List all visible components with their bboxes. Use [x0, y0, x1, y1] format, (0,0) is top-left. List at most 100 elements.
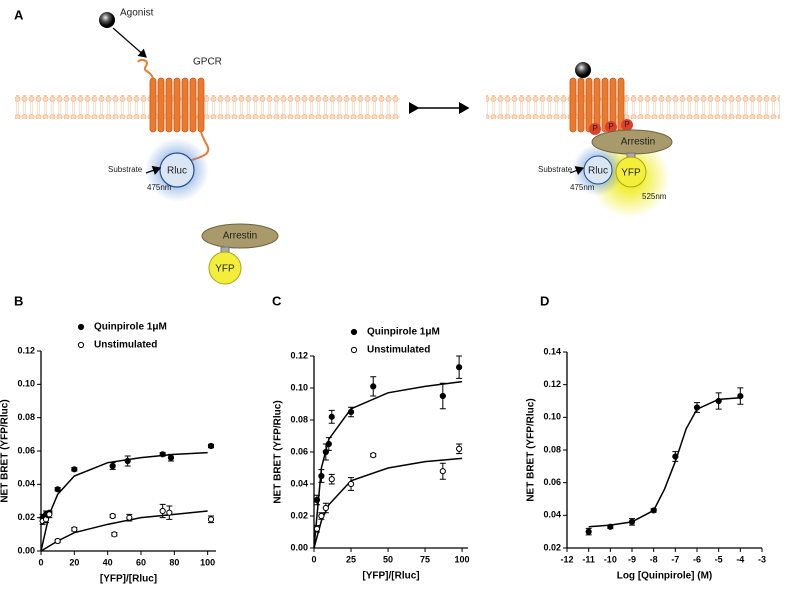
data-point: [439, 392, 446, 400]
x-tick-label: 100: [200, 557, 215, 567]
x-axis-label: [YFP]/[Rluc]: [362, 571, 419, 582]
x-axis-label: Log [Quinpirole] (M): [617, 571, 713, 582]
label: P: [624, 120, 629, 129]
fit-curve: [588, 396, 741, 528]
data-point: [322, 504, 329, 512]
x-tick-label: 75: [420, 554, 430, 564]
data-point: [46, 511, 53, 518]
x-tick-label: -11: [582, 554, 595, 564]
x-tick-label: -10: [604, 554, 617, 564]
data-point: [607, 523, 614, 530]
panel-label: B: [14, 293, 23, 308]
label: 525nm: [642, 192, 667, 201]
y-tick-label: 0.04: [290, 478, 308, 488]
data-point: [207, 516, 215, 523]
data-point: [456, 445, 463, 452]
data-point: [313, 496, 321, 504]
data-point: [124, 457, 131, 465]
x-axis-label: [YFP]/[Rluc]: [100, 574, 157, 585]
y-tick-label: 0.06: [543, 477, 561, 487]
y-tick-label: 0.12: [543, 379, 561, 389]
data-point: [456, 364, 463, 371]
label: Rluc: [588, 166, 608, 177]
x-tick-label: 60: [136, 557, 146, 567]
fit-curve: [40, 510, 208, 552]
receptor-right: [569, 77, 625, 133]
x-tick-label: 25: [346, 554, 356, 564]
y-tick-label: 0.12: [17, 345, 35, 355]
legend-marker: [350, 328, 358, 336]
data-point: [325, 440, 332, 448]
label: Arrestin: [223, 231, 257, 242]
arrow: [112, 27, 147, 58]
data-point: [328, 413, 335, 420]
data-point: [313, 525, 321, 532]
data-point: [54, 486, 61, 493]
n-terminus: [137, 58, 154, 79]
panel-label: D: [540, 293, 549, 308]
legend-marker: [350, 346, 358, 354]
fit-curve: [313, 380, 463, 549]
y-tick-label: 0.00: [290, 542, 308, 552]
y-axis-label: NET BRET (YFP/Rluc): [273, 400, 284, 503]
x-tick-label: -4: [736, 554, 744, 564]
arrow: [569, 166, 585, 176]
data-point: [71, 466, 78, 473]
y-tick-label: 0.06: [290, 446, 308, 456]
data-point: [109, 462, 116, 470]
data-point: [126, 514, 133, 521]
data-point: [650, 507, 657, 514]
y-tick-label: 0.02: [17, 512, 35, 522]
y-tick-label: 0.12: [290, 350, 308, 360]
y-tick-label: 0.06: [17, 445, 35, 455]
legend-marker: [77, 341, 85, 349]
x-tick-label: -8: [650, 554, 658, 564]
label: Substrate: [108, 165, 143, 174]
x-tick-label: -12: [560, 554, 573, 564]
legend-marker: [77, 323, 85, 331]
x-tick-label: -9: [628, 554, 636, 564]
data-point: [370, 383, 377, 390]
label: 475nm: [570, 183, 595, 192]
label: Arrestin: [621, 137, 655, 148]
y-tick-label: 0.10: [17, 379, 35, 389]
y-tick-label: 0.08: [290, 414, 308, 424]
data-point: [166, 509, 173, 516]
data-point: [109, 512, 116, 520]
y-tick-label: 0.04: [543, 510, 561, 520]
data-point: [715, 397, 722, 405]
x-tick-label: 20: [69, 557, 79, 567]
phosphates: P P P: [589, 119, 633, 135]
y-tick-label: 0.08: [543, 444, 561, 454]
data-point: [111, 531, 118, 538]
y-tick-label: 0.08: [17, 412, 35, 422]
agonist: [99, 12, 115, 28]
y-tick-label: 0.02: [543, 542, 561, 552]
y-tick-label: 0.04: [17, 479, 35, 489]
data-point: [159, 507, 166, 515]
label: YFP: [621, 168, 641, 179]
y-tick-label: 0.10: [543, 412, 561, 422]
data-point: [439, 468, 446, 475]
y-tick-label: 0.02: [290, 510, 308, 520]
x-tick-label: -6: [693, 554, 701, 564]
membrane: [15, 95, 400, 119]
label: Rluc: [167, 166, 187, 177]
x-tick-label: -7: [671, 554, 679, 564]
label: YFP: [215, 264, 235, 275]
data-point: [207, 442, 215, 450]
yfp: [615, 156, 647, 188]
data-point: [347, 480, 355, 488]
x-tick-label: 50: [383, 554, 393, 564]
data-point: [71, 526, 78, 533]
y-axis-label: NET BRET (YFP/Rluc): [0, 399, 11, 502]
data-point: [159, 451, 166, 458]
arrow: [145, 165, 162, 175]
label: Agonist: [120, 8, 154, 19]
legend-label: Quinpirole 1μM: [367, 327, 440, 338]
data-point: [318, 512, 325, 520]
x-tick-label: 0: [311, 554, 316, 564]
label: 475nm: [147, 183, 172, 192]
data-point: [585, 528, 592, 535]
